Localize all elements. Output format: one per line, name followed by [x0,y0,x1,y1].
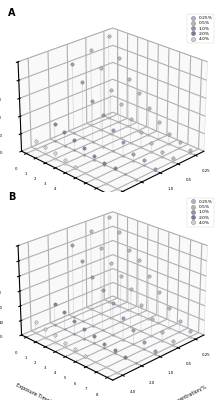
X-axis label: Concentration/%: Concentration/% [169,200,208,223]
Text: B: B [8,192,15,202]
Legend: 0.25%, 0.5%, 1.0%, 2.0%, 4.0%: 0.25%, 0.5%, 1.0%, 2.0%, 4.0% [187,14,214,43]
Y-axis label: Exposure Time/min: Exposure Time/min [15,383,60,400]
X-axis label: Concentration/%: Concentration/% [169,384,208,400]
Legend: 0.25%, 0.5%, 1.0%, 2.0%, 4.0%: 0.25%, 0.5%, 1.0%, 2.0%, 4.0% [187,198,214,227]
Y-axis label: Exposure Time/min: Exposure Time/min [15,199,60,224]
Text: A: A [8,8,15,18]
